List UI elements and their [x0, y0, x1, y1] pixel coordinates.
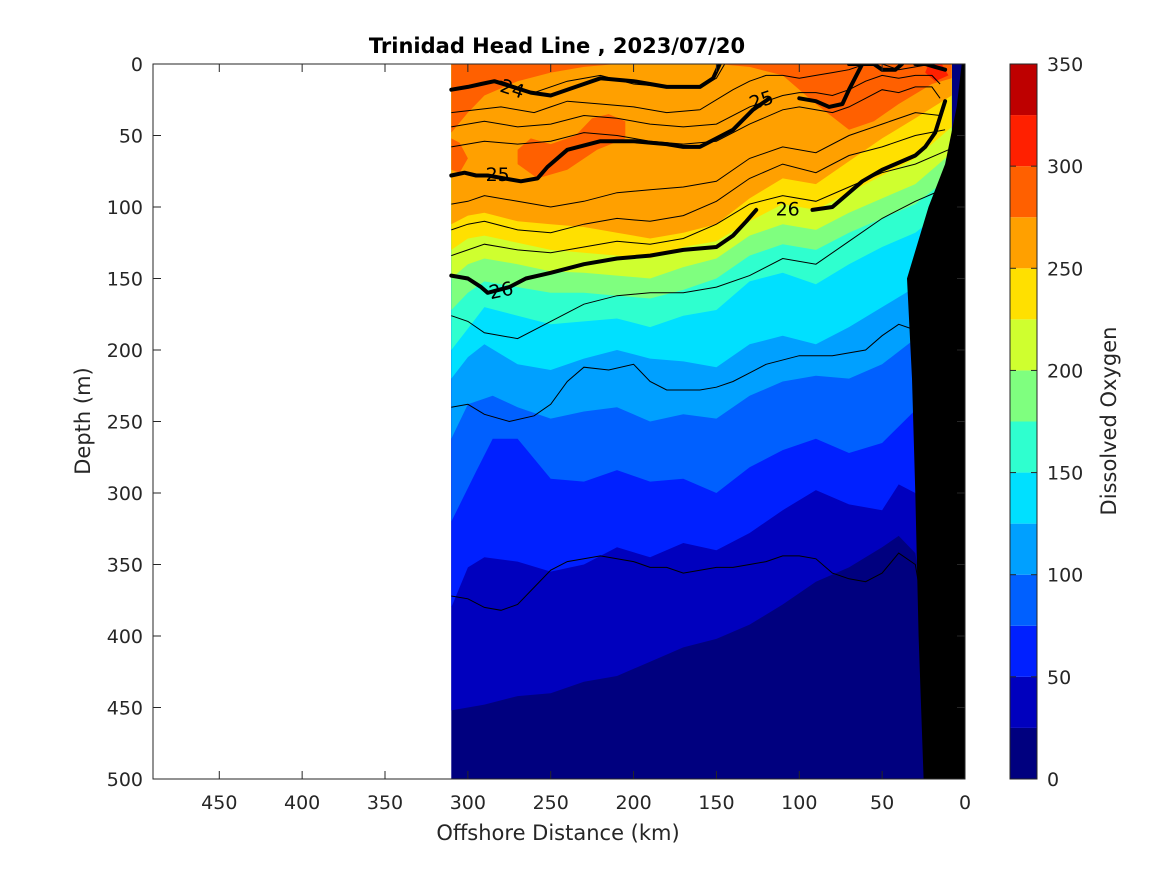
chart-title: Trinidad Head Line , 2023/07/20 — [369, 34, 745, 58]
colorbar-tick-label: 50 — [1047, 667, 1071, 689]
x-tick-label: 100 — [781, 792, 817, 814]
colorbar-tick-label: 250 — [1047, 258, 1083, 280]
density-contour-highlight — [449, 96, 772, 184]
density-contour — [451, 323, 929, 423]
oxygen-patch — [451, 138, 468, 173]
y-tick-label: 250 — [107, 412, 143, 434]
colorbar-tick-label: 150 — [1047, 463, 1083, 485]
density-contour — [451, 129, 946, 234]
colorbar-segment — [1010, 217, 1037, 269]
highlighted-density-contours — [449, 64, 948, 295]
y-tick-label: 150 — [107, 269, 143, 291]
y-axis-label: Depth (m) — [71, 367, 95, 474]
colorbar-segment — [1010, 268, 1037, 320]
contour-label: 25 — [486, 164, 510, 186]
bathymetry-seafloor — [907, 64, 965, 779]
colorbar-segment — [1010, 64, 1037, 116]
x-tick-label: 50 — [870, 792, 894, 814]
x-tick-label: 0 — [959, 792, 971, 814]
density-contour-highlight — [797, 64, 865, 109]
density-contour — [451, 112, 941, 208]
colorbar-tick-label: 0 — [1047, 769, 1059, 791]
colorbar-segment — [1010, 421, 1037, 473]
x-tick-label: 150 — [698, 792, 734, 814]
colorbar-segment — [1010, 727, 1037, 779]
colorbar-frame — [1009, 63, 1038, 780]
colorbar-segment — [1010, 115, 1037, 167]
x-tick-label: 250 — [533, 792, 569, 814]
colorbar-segment — [1010, 319, 1037, 371]
density-contour — [451, 74, 941, 128]
oxygen-patch — [517, 114, 626, 179]
density-contour — [451, 86, 941, 148]
x-tick-label: 450 — [201, 792, 237, 814]
density-contour-highlight — [449, 64, 722, 98]
x-tick-label: 350 — [367, 792, 403, 814]
y-tick-label: 50 — [119, 126, 143, 148]
contour-label: 26 — [487, 278, 515, 305]
colorbar-segment — [1010, 574, 1037, 626]
colorbar-segment — [1010, 523, 1037, 575]
colorbar-segment — [1010, 166, 1037, 218]
x-axis: 450 400 350 300 250 200 150 100 50 0 — [201, 64, 971, 814]
colorbar-segment — [1010, 625, 1037, 677]
colorbar-segment — [1010, 472, 1037, 524]
y-tick-label: 400 — [107, 626, 143, 648]
y-tick-label: 300 — [107, 483, 143, 505]
colorbar-tick-label: 350 — [1047, 54, 1083, 76]
density-contour — [451, 64, 932, 114]
density-contour — [451, 552, 926, 622]
colorbar-tick-label: 300 — [1047, 156, 1083, 178]
y-tick-label: 0 — [131, 54, 143, 76]
colorbar-segment — [1010, 676, 1037, 728]
y-tick-label: 100 — [107, 197, 143, 219]
oxygen-band — [451, 64, 952, 133]
density-contour-highlight — [913, 64, 948, 72]
colorbar: 0 50 100 150 200 250 300 350 — [1009, 54, 1083, 791]
y-axis: 0 50 100 150 200 250 300 350 400 450 500 — [107, 54, 965, 791]
y-tick-label: 450 — [107, 698, 143, 720]
x-tick-label: 200 — [615, 792, 651, 814]
y-tick-label: 200 — [107, 340, 143, 362]
density-contour — [451, 186, 949, 340]
density-contour-highlight — [449, 207, 759, 295]
contour-label: 26 — [776, 198, 800, 220]
x-axis-label: Offshore Distance (km) — [436, 821, 679, 845]
colorbar-label: Dissolved Oxygen — [1097, 327, 1121, 516]
y-tick-label: 500 — [107, 769, 143, 791]
density-contour-highlight — [810, 99, 948, 212]
y-tick-label: 350 — [107, 555, 143, 577]
x-tick-label: 400 — [284, 792, 320, 814]
colorbar-tick-label: 200 — [1047, 360, 1083, 382]
x-tick-label: 300 — [450, 792, 486, 814]
colorbar-tick-label: 100 — [1047, 565, 1083, 587]
colorbar-segment — [1010, 370, 1037, 422]
